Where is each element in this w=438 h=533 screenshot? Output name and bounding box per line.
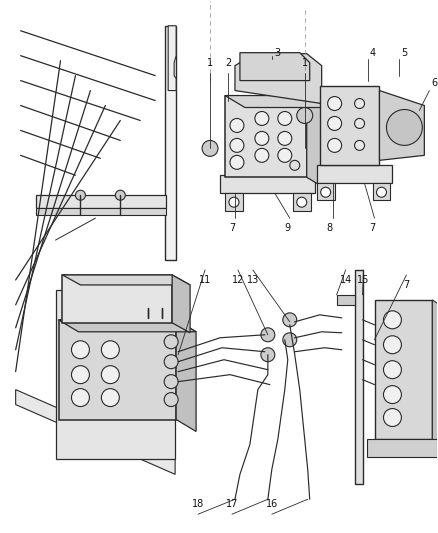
Circle shape bbox=[229, 197, 239, 207]
Polygon shape bbox=[225, 95, 327, 108]
Polygon shape bbox=[63, 275, 190, 285]
Text: 6: 6 bbox=[431, 78, 438, 87]
Text: 8: 8 bbox=[327, 223, 333, 233]
Circle shape bbox=[355, 140, 364, 150]
Circle shape bbox=[384, 409, 401, 426]
Circle shape bbox=[278, 132, 292, 146]
Text: 7: 7 bbox=[369, 223, 376, 233]
Circle shape bbox=[230, 155, 244, 169]
Polygon shape bbox=[355, 270, 363, 484]
Polygon shape bbox=[379, 91, 424, 160]
Polygon shape bbox=[35, 208, 166, 215]
Polygon shape bbox=[293, 193, 311, 211]
Circle shape bbox=[355, 99, 364, 109]
Polygon shape bbox=[172, 275, 190, 333]
Polygon shape bbox=[320, 86, 379, 165]
Circle shape bbox=[384, 311, 401, 329]
Circle shape bbox=[202, 140, 218, 156]
Text: 11: 11 bbox=[199, 275, 211, 285]
Circle shape bbox=[164, 355, 178, 369]
Circle shape bbox=[283, 313, 297, 327]
Circle shape bbox=[230, 139, 244, 152]
Polygon shape bbox=[165, 26, 176, 260]
Circle shape bbox=[255, 132, 269, 146]
Circle shape bbox=[164, 335, 178, 349]
Polygon shape bbox=[59, 320, 176, 419]
Circle shape bbox=[115, 190, 125, 200]
Circle shape bbox=[283, 333, 297, 347]
Polygon shape bbox=[220, 175, 314, 193]
Text: 17: 17 bbox=[226, 499, 238, 509]
Polygon shape bbox=[317, 165, 392, 183]
Circle shape bbox=[71, 366, 89, 384]
Text: 16: 16 bbox=[266, 499, 278, 509]
Circle shape bbox=[261, 348, 275, 362]
Circle shape bbox=[297, 197, 307, 207]
Circle shape bbox=[384, 361, 401, 378]
Circle shape bbox=[328, 139, 342, 152]
Circle shape bbox=[328, 96, 342, 110]
Polygon shape bbox=[35, 195, 166, 208]
Circle shape bbox=[255, 111, 269, 125]
Polygon shape bbox=[337, 295, 355, 305]
Polygon shape bbox=[317, 183, 335, 200]
Polygon shape bbox=[63, 275, 172, 323]
Circle shape bbox=[101, 341, 119, 359]
Text: 15: 15 bbox=[357, 275, 370, 285]
Text: 4: 4 bbox=[369, 47, 375, 58]
Polygon shape bbox=[59, 320, 196, 332]
Polygon shape bbox=[372, 183, 390, 200]
Polygon shape bbox=[374, 300, 432, 439]
Polygon shape bbox=[432, 300, 438, 449]
Circle shape bbox=[377, 187, 386, 197]
Polygon shape bbox=[367, 439, 437, 457]
Circle shape bbox=[386, 109, 422, 146]
Circle shape bbox=[328, 117, 342, 131]
Polygon shape bbox=[168, 26, 176, 91]
Text: 3: 3 bbox=[275, 47, 281, 58]
Circle shape bbox=[321, 187, 331, 197]
Text: 1: 1 bbox=[302, 58, 308, 68]
Text: 13: 13 bbox=[247, 275, 259, 285]
Circle shape bbox=[71, 341, 89, 359]
Circle shape bbox=[261, 328, 275, 342]
Text: 7: 7 bbox=[403, 280, 410, 290]
Text: 5: 5 bbox=[401, 47, 407, 58]
Text: 18: 18 bbox=[192, 499, 204, 509]
Circle shape bbox=[297, 108, 313, 124]
Circle shape bbox=[384, 385, 401, 403]
Circle shape bbox=[255, 148, 269, 163]
Text: 2: 2 bbox=[225, 58, 231, 68]
Text: 7: 7 bbox=[229, 223, 235, 233]
Circle shape bbox=[384, 336, 401, 354]
Circle shape bbox=[164, 375, 178, 389]
Circle shape bbox=[75, 190, 85, 200]
Circle shape bbox=[290, 160, 300, 171]
Text: 1: 1 bbox=[207, 58, 213, 68]
Text: 9: 9 bbox=[285, 223, 291, 233]
Polygon shape bbox=[225, 95, 307, 177]
Circle shape bbox=[278, 148, 292, 163]
Circle shape bbox=[164, 393, 178, 407]
Polygon shape bbox=[16, 390, 175, 474]
Circle shape bbox=[230, 118, 244, 132]
Polygon shape bbox=[235, 54, 321, 103]
Polygon shape bbox=[240, 53, 310, 80]
Circle shape bbox=[101, 366, 119, 384]
Text: 12: 12 bbox=[232, 275, 244, 285]
Text: 14: 14 bbox=[339, 275, 352, 285]
Circle shape bbox=[71, 389, 89, 407]
Circle shape bbox=[278, 111, 292, 125]
Circle shape bbox=[101, 389, 119, 407]
Circle shape bbox=[355, 118, 364, 128]
Polygon shape bbox=[225, 193, 243, 211]
Polygon shape bbox=[56, 290, 175, 459]
Polygon shape bbox=[176, 320, 196, 432]
Polygon shape bbox=[307, 95, 327, 189]
